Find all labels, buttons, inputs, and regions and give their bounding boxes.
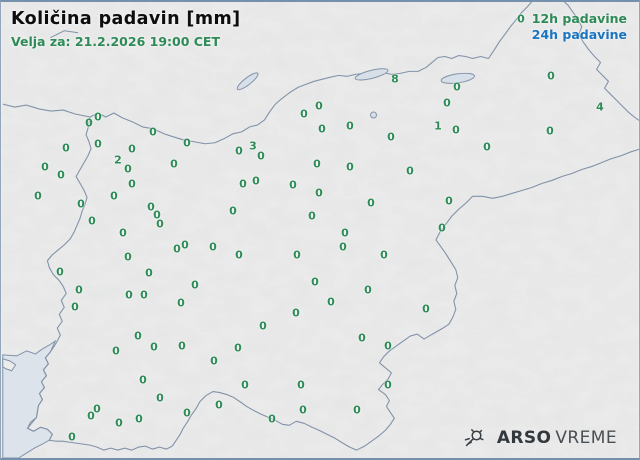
lake-icon xyxy=(354,68,389,81)
brand-product: VREME xyxy=(555,428,617,448)
lake-icon xyxy=(440,72,475,84)
weather-station-icon xyxy=(464,429,484,447)
validity-timestamp: Velja za: 21.2.2026 19:00 CET xyxy=(11,34,220,49)
river-line xyxy=(50,30,79,39)
lakes xyxy=(50,30,475,119)
slovenia-border xyxy=(27,2,639,451)
lake-icon xyxy=(370,111,377,119)
legend-item-12h[interactable]: 12h padavine xyxy=(531,11,627,26)
page-title: Količina padavin [mm] xyxy=(11,9,241,29)
legend-item-24h[interactable]: 24h padavine xyxy=(531,27,627,43)
italy-austria-border xyxy=(2,103,91,118)
muggia-peninsula xyxy=(2,358,17,372)
lake-icon xyxy=(236,72,259,91)
brand-agency: ARSO xyxy=(496,428,552,448)
arso-vreme-logo: ARSO VREME xyxy=(462,426,617,450)
layer-legend: 12h padavine 24h padavine xyxy=(532,11,627,44)
brand-text: ARSO VREME xyxy=(497,428,617,448)
